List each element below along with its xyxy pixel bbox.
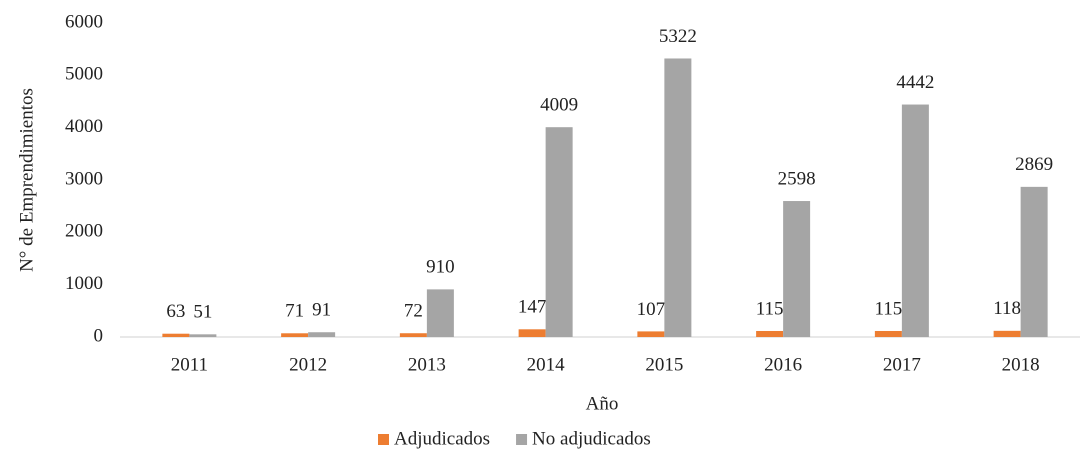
y-tick-label: 5000 [65, 64, 103, 85]
y-tick-label: 3000 [65, 168, 103, 189]
y-tick-label: 1000 [65, 273, 103, 294]
data-label: 4009 [540, 95, 578, 116]
bar [545, 127, 573, 337]
bar [1020, 186, 1048, 337]
y-tick-label: 4000 [65, 116, 103, 137]
x-tick-label: 2017 [883, 354, 921, 375]
bar [518, 329, 546, 337]
bar [637, 331, 665, 337]
y-tick-label: 0 [94, 325, 104, 346]
data-label: 115 [874, 298, 902, 319]
data-label: 63 [166, 301, 185, 322]
legend-swatch [516, 434, 528, 445]
x-tick-label: 2013 [408, 354, 446, 375]
x-tick-label: 2011 [171, 354, 208, 375]
legend-swatch [378, 434, 389, 445]
data-label: 910 [426, 257, 455, 278]
data-label: 115 [756, 298, 784, 319]
bar [399, 333, 427, 337]
legend-label: Adjudicados [394, 428, 490, 449]
data-label: 5322 [659, 26, 697, 47]
legend-label: No adjudicados [532, 428, 651, 449]
bar [162, 333, 190, 337]
data-label: 91 [312, 300, 331, 321]
y-axis-title: N° de Emprendimientos [16, 88, 37, 272]
data-label: 71 [285, 301, 304, 322]
bar [281, 333, 309, 337]
bar [664, 58, 692, 338]
bar [308, 332, 336, 337]
x-tick-label: 2018 [1002, 354, 1040, 375]
bar [993, 330, 1021, 337]
data-label: 72 [404, 301, 423, 322]
y-tick-label: 2000 [65, 221, 103, 242]
bar [783, 201, 811, 337]
bar [756, 330, 784, 337]
bar [874, 330, 902, 337]
x-axis-title: Año [586, 393, 619, 414]
x-tick-label: 2015 [645, 354, 683, 375]
bar [426, 289, 454, 337]
data-label: 147 [518, 297, 547, 318]
data-label: 51 [193, 302, 212, 323]
bar [901, 104, 929, 337]
data-label: 118 [993, 298, 1021, 319]
x-tick-label: 2016 [764, 354, 802, 375]
y-tick-label: 6000 [65, 11, 103, 32]
bar [189, 334, 217, 337]
data-label: 4442 [896, 72, 934, 93]
x-tick-label: 2014 [527, 354, 566, 375]
data-label: 2598 [778, 168, 816, 189]
x-tick-label: 2012 [289, 354, 327, 375]
data-label: 2869 [1015, 154, 1053, 175]
data-label: 107 [637, 299, 666, 320]
